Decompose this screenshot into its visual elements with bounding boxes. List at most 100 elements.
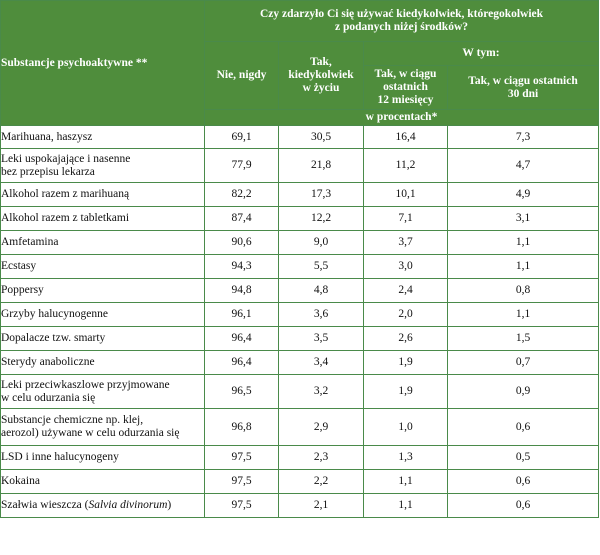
ever-value-cell: 2,3: [278, 445, 364, 470]
ever-label-1: Tak,: [310, 56, 332, 68]
substance-name: Sterydy anaboliczne: [1, 356, 95, 368]
unit-label: w procentach*: [365, 111, 438, 123]
last12-value-cell: 1,9: [363, 374, 448, 409]
last12-label-1: Tak, w ciągu: [374, 68, 437, 80]
last12-value-cell: 2,4: [363, 278, 448, 303]
last30-value-cell: 0,6: [447, 493, 599, 518]
table-row: Leki uspokajające i nasenne bez przepisu …: [0, 148, 599, 183]
substance-latin-name: Salvia divinorum: [88, 499, 168, 511]
substance-name-line-2: w celu odurzania się: [1, 391, 96, 404]
ever-value-cell: 9,0: [278, 230, 364, 255]
last12-value-cell: 3,7: [363, 230, 448, 255]
never-value-cell: 97,5: [204, 445, 279, 470]
last12-value-cell: 16,4: [363, 125, 448, 149]
substance-name-cell: Kokaina: [0, 469, 205, 494]
table-row: Dopalacze tzw. smarty 96,4 3,5 2,6 1,5: [0, 326, 599, 351]
ever-column-header: Tak, kiedykolwiek w życiu: [278, 41, 364, 110]
substance-name-line-2: aerozol) używane w celu odurzania się: [1, 427, 180, 439]
substance-name: Kokaina: [1, 475, 40, 487]
substance-name: Szałwia wieszcza (: [1, 499, 89, 511]
never-value-cell: 69,1: [204, 125, 279, 149]
last12-value-cell: 1,1: [363, 493, 448, 518]
substance-name-cell: Szałwia wieszcza (Salvia divinorum): [0, 493, 205, 518]
last12-value-cell: 1,3: [363, 445, 448, 470]
substance-name-cell: Alkohol razem z tabletkami: [0, 206, 205, 231]
substance-name: Substancje chemiczne np. klej,: [1, 414, 144, 426]
ever-label-3: w życiu: [302, 82, 340, 94]
substance-name-cell: Marihuana, haszysz: [0, 125, 205, 149]
never-value-cell: 96,8: [204, 408, 279, 446]
of-which-header: W tym:: [363, 41, 599, 66]
never-value-cell: 97,5: [204, 469, 279, 494]
never-value-cell: 94,3: [204, 254, 279, 279]
substance-name-line-2: bez przepisu lekarza: [1, 165, 95, 178]
table-row: Grzyby halucynogenne 96,1 3,6 2,0 1,1: [0, 302, 599, 327]
substance-name-tail: ): [167, 499, 172, 511]
substance-name-cell: Poppersy: [0, 278, 205, 303]
substance-column-header: Substancje psychoaktywne **: [0, 0, 205, 126]
substance-name: Alkohol razem z tabletkami: [1, 212, 130, 224]
substance-name-cell: Grzyby halucynogenne: [0, 302, 205, 327]
question-header: Czy zdarzyło Ci się używać kiedykolwiek,…: [204, 0, 599, 42]
ever-value-cell: 2,1: [278, 493, 364, 518]
ever-value-cell: 2,9: [278, 408, 364, 446]
of-which-label: W tym:: [462, 47, 500, 59]
last30-value-cell: 7,3: [447, 125, 599, 149]
last30-value-cell: 0,9: [447, 374, 599, 409]
substance-name: Grzyby halucynogenne: [1, 308, 108, 320]
table-row: Poppersy 94,8 4,8 2,4 0,8: [0, 278, 599, 303]
table-header: Substancje psychoaktywne ** Czy zdarzyło…: [0, 0, 599, 126]
substance-name-cell: Ecstasy: [0, 254, 205, 279]
last30-value-cell: 1,1: [447, 230, 599, 255]
ever-value-cell: 30,5: [278, 125, 364, 149]
never-value-cell: 96,4: [204, 350, 279, 375]
last30-value-cell: 0,6: [447, 469, 599, 494]
ever-value-cell: 3,2: [278, 374, 364, 409]
ever-value-cell: 3,6: [278, 302, 364, 327]
last30-label-2: 30 dni: [507, 87, 539, 100]
question-line-2: z podanych niżej środków?: [334, 21, 468, 33]
last30-value-cell: 1,5: [447, 326, 599, 351]
ever-value-cell: 21,8: [278, 148, 364, 183]
never-value-cell: 90,6: [204, 230, 279, 255]
substance-name-cell: Leki uspokajające i nasenne bez przepisu …: [0, 148, 205, 183]
never-value-cell: 77,9: [204, 148, 279, 183]
substance-name-cell: Alkohol razem z marihuaną: [0, 182, 205, 207]
substance-name-cell: Amfetamina: [0, 230, 205, 255]
table-row: LSD i inne halucynogeny 97,5 2,3 1,3 0,5: [0, 445, 599, 470]
table-row: Sterydy anaboliczne 96,4 3,4 1,9 0,7: [0, 350, 599, 375]
last12-value-cell: 2,0: [363, 302, 448, 327]
last30-column-header: Tak, w ciągu ostatnich 30 dni: [447, 65, 599, 110]
substance-column-label: Substancje psychoaktywne **: [1, 56, 148, 69]
last12-label-2: ostatnich: [383, 81, 428, 93]
never-value-cell: 94,8: [204, 278, 279, 303]
substance-name-cell: LSD i inne halucynogeny: [0, 445, 205, 470]
last30-value-cell: 4,7: [447, 148, 599, 183]
never-column-header: Nie, nigdy: [204, 41, 279, 110]
last30-value-cell: 0,8: [447, 278, 599, 303]
table-row: Marihuana, haszysz 69,1 30,5 16,4 7,3: [0, 125, 599, 149]
substance-name: Ecstasy: [1, 260, 37, 272]
never-value-cell: 96,4: [204, 326, 279, 351]
substance-name-cell: Substancje chemiczne np. klej, aerozol) u…: [0, 408, 205, 446]
ever-value-cell: 2,2: [278, 469, 364, 494]
last30-value-cell: 3,1: [447, 206, 599, 231]
table-row: Substancje chemiczne np. klej, aerozol) u…: [0, 408, 599, 446]
never-value-cell: 96,1: [204, 302, 279, 327]
last30-value-cell: 0,7: [447, 350, 599, 375]
never-value-cell: 97,5: [204, 493, 279, 518]
last30-value-cell: 1,1: [447, 302, 599, 327]
substance-name: Marihuana, haszysz: [1, 130, 93, 143]
substance-name: Leki przeciwkaszlowe przyjmowane: [1, 378, 170, 391]
ever-value-cell: 5,5: [278, 254, 364, 279]
table-row: Kokaina 97,5 2,2 1,1 0,6: [0, 469, 599, 494]
last12-value-cell: 3,0: [363, 254, 448, 279]
last12-value-cell: 10,1: [363, 182, 448, 207]
last30-label-1: Tak, w ciągu ostatnich: [468, 74, 578, 87]
ever-value-cell: 3,5: [278, 326, 364, 351]
last30-value-cell: 4,9: [447, 182, 599, 207]
substance-name: Poppersy: [1, 284, 44, 296]
last30-value-cell: 0,5: [447, 445, 599, 470]
substance-name-cell: Dopalacze tzw. smarty: [0, 326, 205, 351]
last12-label-3: 12 miesięcy: [377, 94, 434, 106]
